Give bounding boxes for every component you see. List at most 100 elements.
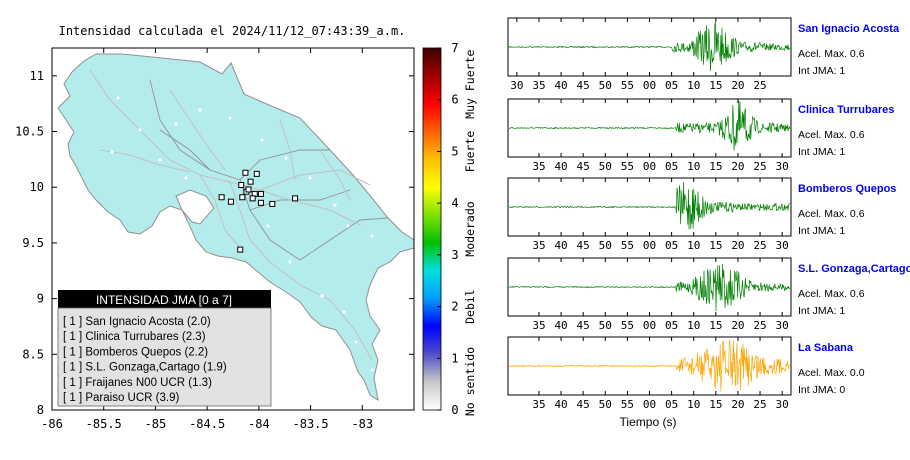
time-tick-label: 55 <box>621 160 634 173</box>
town-dot <box>228 116 232 120</box>
colorbar-tick-label: 1 <box>451 351 458 365</box>
time-tick-label: 05 <box>665 398 678 411</box>
time-tick-label: 25 <box>753 160 766 173</box>
time-tick-label: 15 <box>709 319 722 332</box>
waveform-panels: 30 35 40 45 50 55 00 05 10 15 20 25 San Ignacio Acos… <box>507 17 910 411</box>
time-tick-label: 05 <box>665 79 678 92</box>
x-tick-label: -86 <box>41 417 63 431</box>
colorbar-tick-label: 2 <box>451 300 458 314</box>
map-axes: -86 -85.5 -85 -84.5 -84 -83.5 -83 8 8.5 9 9.5 10 10.… <box>15 48 414 431</box>
road <box>259 169 371 191</box>
station-int: Int JMA: 1 <box>798 225 845 237</box>
time-tick-label: 05 <box>665 239 678 252</box>
time-tick-label: 20 <box>731 239 744 252</box>
town-dot <box>158 158 162 162</box>
time-tick-label: 45 <box>577 79 590 92</box>
town-dot <box>266 224 270 228</box>
station-marker <box>249 195 256 202</box>
time-tick-label: 10 <box>687 319 700 332</box>
y-tick-label: 8 <box>37 403 44 417</box>
time-tick-label: 35 <box>532 398 545 411</box>
x-tick-label: -85.5 <box>86 417 122 431</box>
time-tick-label: 15 <box>709 160 722 173</box>
colorbar-tick-label: 3 <box>451 248 458 262</box>
station-name: San Ignacio Acosta <box>798 23 900 35</box>
time-tick-label: 00 <box>643 239 656 252</box>
waveform-trace <box>508 100 791 151</box>
waveform-trace <box>508 181 790 230</box>
time-tick-label: 55 <box>621 79 634 92</box>
time-tick-label: 45 <box>577 319 590 332</box>
road <box>229 181 373 361</box>
station-markers <box>218 169 299 253</box>
station-marker <box>257 190 264 197</box>
station-marker <box>227 198 234 205</box>
time-tick-label: 00 <box>643 319 656 332</box>
station-int: Int JMA: 1 <box>798 305 845 317</box>
waveform-panel: 35 40 45 50 55 00 05 10 15 20 25 30 S.L. Gonzaga,Car… <box>507 257 910 332</box>
time-tick-label: 25 <box>753 398 766 411</box>
town-dot <box>370 234 374 238</box>
time-tick-label: 40 <box>554 398 567 411</box>
station-marker <box>257 199 264 206</box>
legend-item: [ 1 ] Clinica Turrubares (2.3) <box>63 331 206 343</box>
time-tick-label: 50 <box>599 319 612 332</box>
time-tick-label: 55 <box>621 319 634 332</box>
time-tick-label: 55 <box>621 239 634 252</box>
town-dot <box>346 224 350 228</box>
station-accel: Acel. Max. 0.0 <box>798 367 865 379</box>
colorbar-tick-label: 7 <box>451 41 458 55</box>
time-tick-label: 45 <box>577 398 590 411</box>
province-border <box>299 217 389 261</box>
intensity-colorbar: 0 1 2 3 4 5 6 7 No sentido Debil Moderado Fuerte Muy… <box>422 41 477 417</box>
time-tick-label: 30 <box>776 398 789 411</box>
time-tick-label: 15 <box>709 398 722 411</box>
time-tick-label: 25 <box>753 319 766 332</box>
time-tick-label: 25 <box>753 239 766 252</box>
y-tick-label: 9.5 <box>22 236 44 250</box>
legend-header-bg <box>58 290 271 308</box>
time-tick-label: 40 <box>554 239 567 252</box>
colorbar-category-label: Muy Fuerte <box>463 50 477 119</box>
station-marker <box>245 186 252 193</box>
time-tick-label: 15 <box>709 79 722 92</box>
colorbar-category-label: Moderado <box>463 201 477 256</box>
time-tick-label: 20 <box>731 160 744 173</box>
time-tick-label: 00 <box>643 79 656 92</box>
time-tick-label: 50 <box>599 239 612 252</box>
colorbar-tick-label: 6 <box>451 93 458 107</box>
town-dot <box>138 128 142 132</box>
time-tick-label: 25 <box>753 79 766 92</box>
station-marker <box>218 194 225 201</box>
x-tick-label: -85 <box>145 417 167 431</box>
time-tick-label: 05 <box>665 160 678 173</box>
map-title: Intensidad calculada el 2024/11/12_07:43… <box>59 24 406 38</box>
time-tick-label: 45 <box>577 160 590 173</box>
map-frame <box>51 47 415 411</box>
province-border <box>239 149 330 181</box>
station-marker <box>237 246 244 253</box>
colorbar-category-label: Fuerte <box>463 131 477 173</box>
time-tick-label: 30 <box>776 319 789 332</box>
time-tick-label: 30 <box>776 160 789 173</box>
time-tick-label: 10 <box>687 239 700 252</box>
map-plot-area <box>57 53 415 402</box>
legend-item: [ 1 ] Bomberos Quepos (2.2) <box>63 346 208 358</box>
station-marker <box>242 169 249 176</box>
road <box>99 149 191 173</box>
town-dot <box>174 122 178 126</box>
time-tick-label: 35 <box>532 160 545 173</box>
x-tick-label: -83.5 <box>293 417 329 431</box>
costa-rica-landmass <box>57 53 415 402</box>
legend-item: [ 1 ] Fraijanes N00 UCR (1.3) <box>63 377 212 389</box>
time-tick-label: 00 <box>643 398 656 411</box>
station-accel: Acel. Max. 0.6 <box>798 48 865 60</box>
time-tick-label: 30 <box>776 239 789 252</box>
time-tick-label: 10 <box>687 398 700 411</box>
station-marker <box>292 195 299 202</box>
waveform-panel: 30 35 40 45 50 55 00 05 10 15 20 25 San Ignacio Acos… <box>507 17 900 92</box>
station-name: Bomberos Quepos <box>798 183 896 195</box>
time-tick-label: 05 <box>665 319 678 332</box>
town-dot <box>354 340 358 344</box>
